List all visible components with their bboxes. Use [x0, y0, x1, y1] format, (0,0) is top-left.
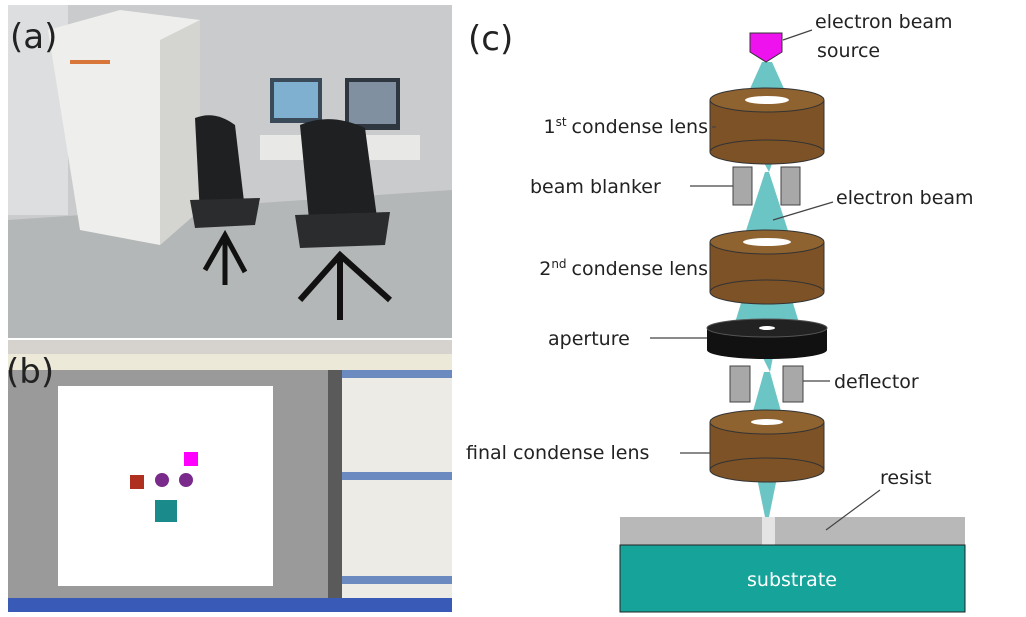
beam-source — [750, 33, 782, 62]
label-superscript: st — [556, 115, 567, 129]
panel-label: (a) — [10, 17, 57, 57]
label: 2nd condense lens — [539, 257, 708, 280]
figure: (a) (b) (c) — [0, 0, 1026, 617]
exposed-region — [762, 517, 775, 545]
photo-lab — [8, 5, 452, 338]
label: source — [817, 40, 880, 62]
label: final condense lens — [466, 442, 649, 464]
label-superscript: nd — [551, 257, 566, 271]
label: aperture — [548, 328, 630, 350]
label: condense lens — [572, 258, 708, 280]
label: deflector — [834, 371, 919, 393]
panel-label: (c) — [468, 19, 513, 59]
deflector-plate — [730, 366, 750, 402]
resist-layer — [620, 517, 965, 545]
label: beam blanker — [530, 176, 661, 198]
label: electron beam — [815, 11, 953, 33]
label: substrate — [747, 569, 837, 591]
software-screenshot — [8, 340, 452, 612]
label: electron beam — [836, 187, 974, 209]
label: condense lens — [572, 116, 708, 138]
blanker-plate — [781, 167, 800, 205]
condense-lens-2 — [710, 230, 824, 304]
label: resist — [880, 467, 932, 489]
aperture-disc — [707, 319, 827, 359]
panel-label: (b) — [6, 352, 54, 392]
condense-lens-1 — [710, 88, 824, 164]
label: 1 — [543, 116, 555, 138]
final-lens — [710, 410, 824, 482]
label: 2 — [539, 258, 551, 280]
blanker-plate — [733, 167, 752, 205]
page: (a) (b) (c) — [0, 0, 1026, 617]
deflector-plate — [783, 366, 803, 402]
label: 1st condense lens — [543, 115, 708, 138]
